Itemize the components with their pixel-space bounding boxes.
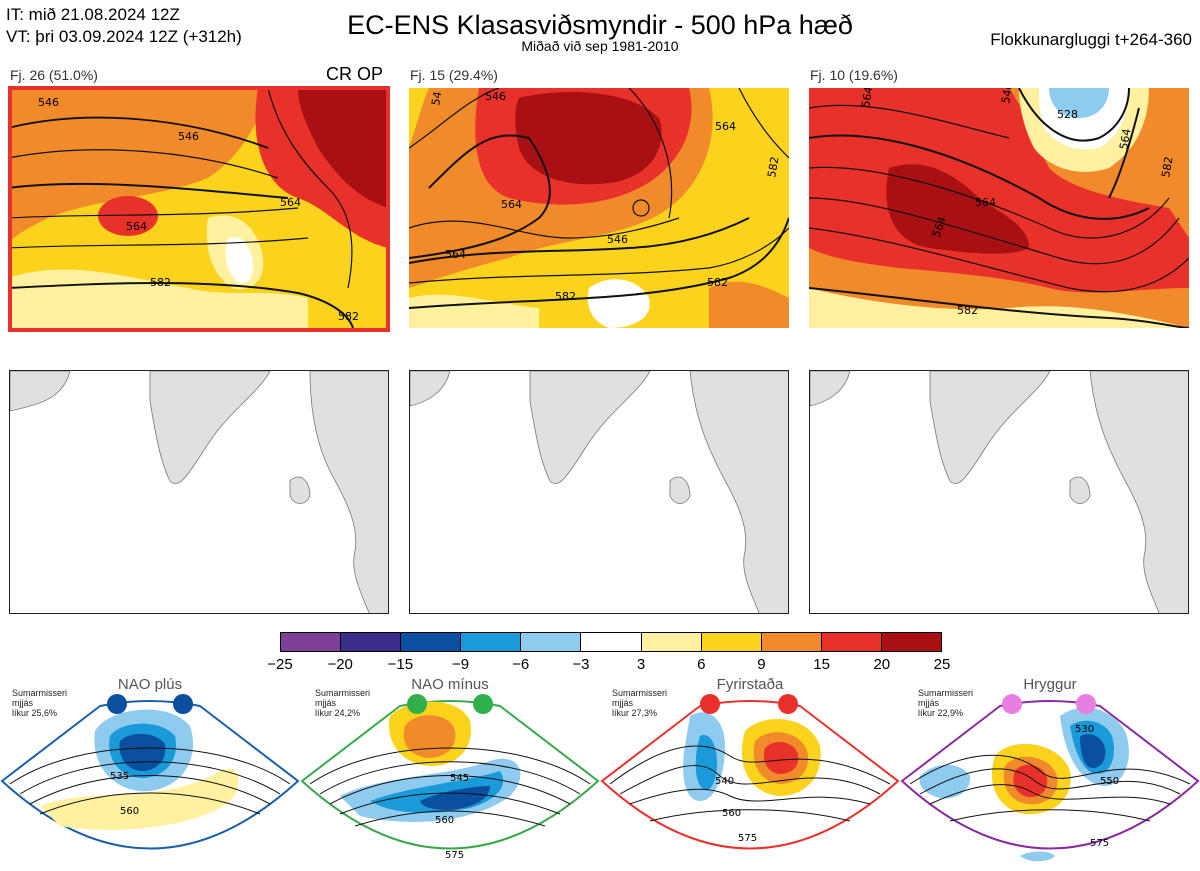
page-subtitle: Miðað við sep 1981-2010	[521, 38, 679, 54]
regime-nao-minus: NAO mínus Sumarmisseri mjjás líkur 24,2%…	[300, 676, 600, 871]
regime-season: Sumarmisseri	[612, 688, 668, 698]
empty-map-3	[809, 370, 1189, 614]
header-left: IT: mið 21.08.2024 12Z VT: þri 03.09.202…	[6, 4, 242, 48]
colorbar-tick-label: 3	[636, 656, 646, 673]
regime-months: mjjás	[315, 698, 337, 708]
cluster-2-label: Fj. 15 (29.4%)	[410, 67, 498, 83]
cluster-1-tag: CR OP	[326, 64, 384, 84]
contour-label: 575	[445, 850, 464, 861]
valid-time: VT: þri 03.09.2024 12Z (+312h)	[6, 27, 242, 46]
colorbar-tick-label: 20	[873, 656, 891, 673]
colorbar-tick-label: −9	[451, 656, 470, 673]
colorbar-swatch	[581, 633, 642, 651]
contour-label: 546	[38, 96, 59, 109]
colorbar-tick-label: −3	[572, 656, 590, 673]
contour-label: 546	[607, 233, 628, 246]
colorbar-swatch	[701, 633, 762, 651]
classification-window: Flokkunargluggi t+264-360	[990, 30, 1192, 49]
contour-label: 540	[715, 776, 734, 787]
cluster-1-label: Fj. 26 (51.0%)	[10, 67, 98, 83]
contour-label: 564	[501, 198, 522, 211]
contour-label: 564	[445, 248, 466, 261]
colorbar	[280, 632, 942, 652]
contour-label: 564	[859, 88, 875, 109]
regime-title: NAO plús	[117, 676, 183, 693]
colorbar-swatch	[401, 633, 462, 651]
regime-nao-plus: NAO plús Sumarmisseri mjjás líkur 25,6% …	[0, 676, 300, 871]
colorbar-swatch	[761, 633, 822, 651]
empty-map-1	[9, 370, 389, 614]
regime-season: Sumarmisseri	[12, 688, 68, 698]
contour-label: 535	[110, 771, 129, 782]
page-title: EC-ENS Klasasviðsmyndir - 500 hPa hæð	[347, 10, 853, 40]
contour-label: 564	[1117, 128, 1133, 151]
contour-label: 564	[280, 196, 301, 209]
contour-label: 564	[715, 120, 736, 133]
regime-probability: líkur 25,6%	[12, 708, 58, 718]
contour-label: 582	[957, 304, 978, 317]
colorbar-tick-label: −20	[327, 656, 353, 673]
colorbar-swatch	[641, 633, 702, 651]
contour-label: 560	[120, 806, 139, 817]
regime-title: NAO mínus	[411, 676, 489, 693]
colorbar-tick-label: −25	[267, 656, 293, 673]
contour-label: 546	[485, 90, 506, 103]
contour-label: 54	[429, 90, 444, 106]
colorbar-tick-label: −15	[387, 656, 414, 673]
contour-label: 528	[1057, 108, 1078, 121]
cluster-2-map: 54 546 564 564 546 564 582 582 582	[409, 88, 789, 328]
regime-ridge: Hryggur Sumarmisseri mjjás líkur 22,9% 5…	[900, 676, 1200, 871]
contour-label: 564	[126, 220, 147, 233]
colorbar-tick-label: −6	[512, 656, 530, 673]
contour-label: 582	[707, 276, 728, 289]
regime-season: Sumarmisseri	[315, 688, 371, 698]
colorbar-swatch	[821, 633, 882, 651]
cluster-3-map: 546 528 564 564 564 564 582 582	[809, 88, 1189, 328]
cluster-3-label: Fj. 10 (19.6%)	[810, 67, 898, 83]
contour-label: 546	[999, 88, 1015, 105]
regime-probability: líkur 27,3%	[612, 708, 658, 718]
contour-label: 560	[435, 815, 454, 826]
contour-label: 546	[178, 130, 199, 143]
regime-title: Fyrirstaða	[716, 676, 784, 693]
colorbar-swatch	[341, 633, 402, 651]
contour-label: 575	[1090, 838, 1109, 849]
contour-label: 530	[1075, 724, 1094, 735]
regime-blocking: Fyrirstaða Sumarmisseri mjjás líkur 27,3…	[600, 676, 900, 871]
contour-label: 550	[1100, 776, 1119, 787]
contour-label: 582	[338, 310, 359, 323]
regime-probability: líkur 24,2%	[315, 708, 361, 718]
contour-label: 582	[765, 156, 781, 179]
contour-label: 582	[555, 290, 576, 303]
regime-season: Sumarmisseri	[918, 688, 974, 698]
contour-label: 545	[450, 773, 469, 784]
contour-label: 575	[738, 833, 757, 844]
regime-months: mjjás	[612, 698, 634, 708]
colorbar-swatch	[881, 633, 942, 651]
init-time: IT: mið 21.08.2024 12Z	[6, 5, 180, 24]
empty-map-2	[409, 370, 789, 614]
regime-title: Hryggur	[1023, 676, 1077, 693]
regime-months: mjjás	[918, 698, 940, 708]
colorbar-tick-label: 6	[697, 656, 706, 673]
contour-label: 560	[722, 808, 741, 819]
colorbar-swatch	[281, 633, 342, 651]
regime-months: mjjás	[12, 698, 34, 708]
regime-probability: líkur 22,9%	[918, 708, 964, 718]
cluster-1-highlight-frame	[8, 86, 390, 332]
cluster-1-map: 546 546 564 564 582 582	[8, 88, 388, 328]
contour-label: 582	[1159, 156, 1175, 179]
colorbar-tick-label: 15	[813, 656, 830, 673]
contour-label: 582	[150, 276, 171, 289]
colorbar-swatch	[521, 633, 582, 651]
contour-label: 564	[975, 196, 996, 209]
colorbar-tick-label: 9	[757, 656, 766, 673]
colorbar-swatch	[461, 633, 522, 651]
colorbar-tick-label: 25	[933, 656, 951, 673]
